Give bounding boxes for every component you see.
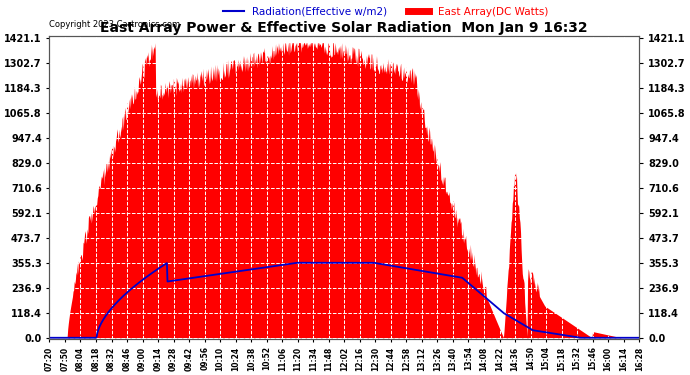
Legend: Radiation(Effective w/m2), East Array(DC Watts): Radiation(Effective w/m2), East Array(DC… (219, 2, 552, 21)
Title: East Array Power & Effective Solar Radiation  Mon Jan 9 16:32: East Array Power & Effective Solar Radia… (101, 21, 588, 35)
Text: Copyright 2023 Cartronics.com: Copyright 2023 Cartronics.com (50, 20, 181, 29)
